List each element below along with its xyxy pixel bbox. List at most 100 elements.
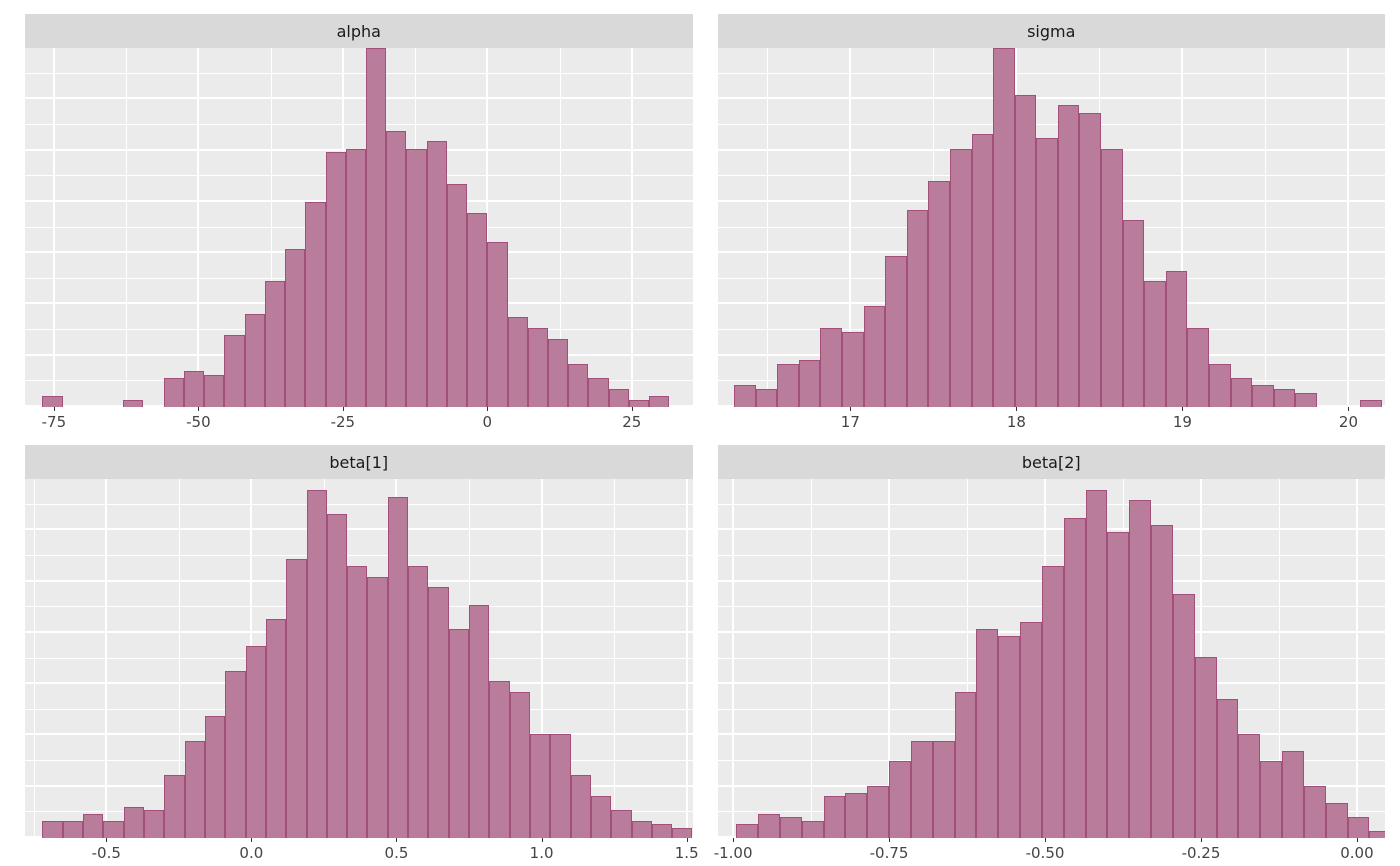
facet-title: beta[1] <box>329 452 389 472</box>
minor-gridline <box>559 48 561 407</box>
x-tick-label: 1.5 <box>674 844 699 862</box>
x-tick-label: 1.0 <box>529 844 554 862</box>
histogram-bar <box>1057 105 1080 407</box>
minor-gridline <box>717 554 1385 556</box>
minor-gridline <box>33 479 35 838</box>
x-tick-mark <box>106 838 108 842</box>
major-gridline <box>888 479 891 838</box>
x-tick-mark <box>251 838 253 842</box>
x-tick-label: -75 <box>41 413 67 431</box>
histogram-bar <box>777 363 799 407</box>
plot-area <box>717 48 1385 407</box>
histogram-bar <box>62 820 84 838</box>
histogram-bar <box>1216 698 1239 838</box>
histogram-bar <box>649 396 670 407</box>
panel-alpha: alpha -75 -50 -25 0 25 <box>25 14 693 433</box>
histogram-bar <box>264 281 286 407</box>
panel-sigma: sigma 17 18 19 20 <box>717 14 1385 433</box>
histogram-bar <box>867 785 890 838</box>
histogram-bar <box>509 691 530 838</box>
histogram-bar <box>932 740 955 838</box>
minor-gridline <box>767 48 769 407</box>
histogram-bar <box>103 820 124 838</box>
histogram-bar <box>1129 500 1152 838</box>
histogram-bar <box>446 184 468 407</box>
histogram-bar <box>286 559 307 838</box>
histogram-bar <box>1303 785 1326 838</box>
histogram-bar <box>889 761 911 838</box>
histogram-bar <box>1107 531 1130 838</box>
histogram-bar <box>204 374 225 407</box>
histogram-bar <box>885 256 907 407</box>
x-tick-mark <box>1200 838 1202 842</box>
major-gridline <box>540 479 543 838</box>
minor-gridline <box>25 554 693 556</box>
histogram-bar <box>428 587 449 838</box>
x-tick-mark <box>1348 407 1350 411</box>
major-gridline <box>685 479 688 838</box>
x-tick-label: 0.00 <box>1340 844 1374 862</box>
histogram-bar <box>1369 831 1385 838</box>
x-tick-mark <box>198 407 200 411</box>
x-tick-mark <box>686 838 688 842</box>
histogram-bar <box>1036 137 1058 407</box>
major-gridline <box>197 48 200 407</box>
histogram-bar <box>204 716 226 838</box>
histogram-bar <box>326 514 348 838</box>
histogram-bar <box>387 496 409 838</box>
x-tick-label: 25 <box>622 413 642 431</box>
major-gridline <box>1355 479 1358 838</box>
histogram-bar <box>906 209 929 407</box>
histogram-bar <box>1347 817 1370 838</box>
histogram-bar <box>527 328 548 407</box>
histogram-bar <box>489 681 510 838</box>
histogram-bar <box>1144 281 1166 407</box>
histogram-bar <box>954 691 977 838</box>
x-tick-label: 18 <box>1006 413 1026 431</box>
histogram-bar <box>736 824 759 838</box>
histogram-bar <box>608 389 629 407</box>
minor-gridline <box>25 72 693 74</box>
histogram-bar <box>164 775 185 838</box>
histogram-bar <box>758 813 780 838</box>
x-tick-label: -0.25 <box>1181 844 1221 862</box>
x-tick-mark <box>541 838 543 842</box>
x-tick-label: 19 <box>1172 413 1192 431</box>
histogram-bar <box>801 820 824 838</box>
histogram-bar <box>1295 392 1317 407</box>
histogram-bar <box>820 328 843 407</box>
minor-gridline <box>270 48 272 407</box>
x-tick-mark <box>1045 838 1046 842</box>
histogram-bar <box>863 306 886 407</box>
histogram-bar <box>244 313 265 407</box>
histogram-bar <box>306 489 327 838</box>
major-gridline <box>717 97 1385 100</box>
plot-area <box>25 48 693 407</box>
histogram-bar <box>845 792 868 838</box>
histogram-bar <box>1208 363 1231 407</box>
minor-gridline <box>1278 479 1280 838</box>
x-tick-mark <box>733 838 735 842</box>
histogram-bar <box>1230 378 1253 407</box>
histogram-bar <box>1085 489 1108 838</box>
plot-area <box>25 479 693 838</box>
minor-gridline <box>1265 48 1267 407</box>
x-tick-mark <box>889 838 891 842</box>
histogram-bar <box>631 820 652 838</box>
histogram-bar <box>83 813 104 838</box>
minor-gridline <box>126 48 128 407</box>
histogram-bar <box>325 152 346 407</box>
minor-gridline <box>717 123 1385 125</box>
histogram-bar <box>1122 220 1145 407</box>
histogram-bar <box>123 399 144 407</box>
histogram-bar <box>823 796 846 838</box>
histogram-bar <box>798 360 821 407</box>
major-gridline <box>1347 48 1350 407</box>
x-tick-mark <box>631 407 633 411</box>
histogram-bar <box>1172 594 1195 838</box>
panel-beta1: beta[1] -0.5 0.0 0.5 1.0 1.5 <box>25 445 699 864</box>
histogram-bar <box>1020 622 1042 838</box>
histogram-bar <box>487 241 508 407</box>
histogram-bar <box>842 331 864 407</box>
